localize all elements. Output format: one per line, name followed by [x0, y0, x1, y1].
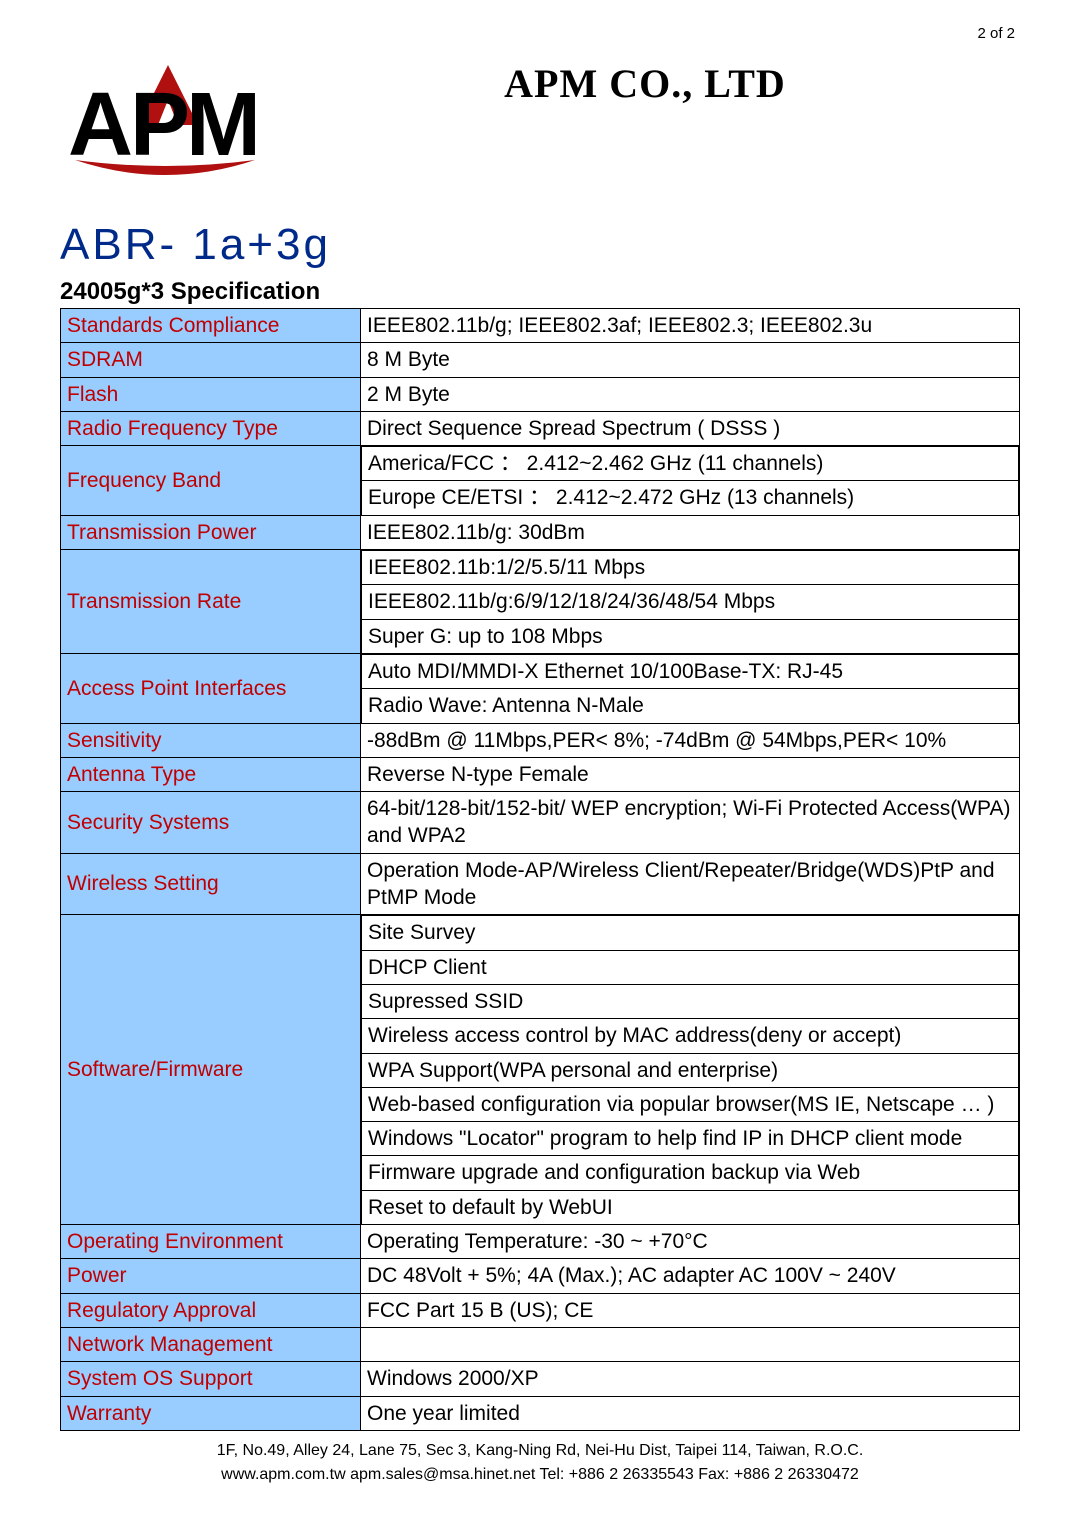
spec-value: Direct Sequence Spread Spectrum ( DSSS )	[361, 411, 1020, 445]
spec-label: Radio Frequency Type	[61, 411, 361, 445]
table-row: Standards ComplianceIEEE802.11b/g; IEEE8…	[61, 309, 1020, 343]
table-row: Access Point InterfacesAuto MDI/MMDI-X E…	[61, 653, 1020, 723]
spec-label: Warranty	[61, 1396, 361, 1430]
table-row: Transmission PowerIEEE802.11b/g: 30dBm	[61, 515, 1020, 549]
table-row: PowerDC 48Volt + 5%; 4A (Max.); AC adapt…	[61, 1259, 1020, 1293]
table-row: Radio Frequency TypeDirect Sequence Spre…	[61, 411, 1020, 445]
spec-value: -88dBm @ 11Mbps,PER< 8%; -74dBm @ 54Mbps…	[361, 723, 1020, 757]
spec-value: Reverse N-type Female	[361, 757, 1020, 791]
table-row: Frequency BandAmerica/FCC ： 2.412~2.462 …	[61, 446, 1020, 516]
table-row: Operating EnvironmentOperating Temperatu…	[61, 1225, 1020, 1259]
spec-label: Antenna Type	[61, 757, 361, 791]
svg-text:A: A	[68, 75, 131, 175]
spec-label: Transmission Power	[61, 515, 361, 549]
table-row: Software/FirmwareSite SurveyDHCP ClientS…	[61, 915, 1020, 1225]
spec-value-line: Firmware upgrade and configuration backu…	[362, 1156, 1019, 1190]
table-row: Sensitivity-88dBm @ 11Mbps,PER< 8%; -74d…	[61, 723, 1020, 757]
spec-value-line: Reset to default by WebUI	[362, 1190, 1019, 1224]
spec-value: Windows 2000/XP	[361, 1362, 1020, 1396]
section-title: 24005g*3 Specification	[60, 278, 1020, 306]
spec-value-line: WPA Support(WPA personal and enterprise)	[362, 1053, 1019, 1087]
spec-label: Network Management	[61, 1327, 361, 1361]
spec-value: FCC Part 15 B (US); CE	[361, 1293, 1020, 1327]
spec-value: IEEE802.11b/g; IEEE802.3af; IEEE802.3; I…	[361, 309, 1020, 343]
spec-value: IEEE802.11b/g: 30dBm	[361, 515, 1020, 549]
spec-value-line: Super G: up to 108 Mbps	[362, 619, 1019, 653]
spec-value: Site SurveyDHCP ClientSupressed SSIDWire…	[361, 915, 1020, 1225]
table-row: Wireless SettingOperation Mode-AP/Wirele…	[61, 853, 1020, 915]
spec-value-line: Auto MDI/MMDI-X Ethernet 10/100Base-TX: …	[362, 654, 1019, 688]
spec-value-line: America/FCC ： 2.412~2.462 GHz (11 channe…	[362, 447, 1019, 481]
spec-label: Access Point Interfaces	[61, 653, 361, 723]
spec-value-line: Radio Wave: Antenna N-Male	[362, 689, 1019, 723]
table-row: Flash2 M Byte	[61, 377, 1020, 411]
spec-value-line: IEEE802.11b/g:6/9/12/18/24/36/48/54 Mbps	[362, 585, 1019, 619]
footer-address: 1F, No.49, Alley 24, Lane 75, Sec 3, Kan…	[0, 1439, 1080, 1463]
spec-value-line: Supressed SSID	[362, 984, 1019, 1018]
table-row: Antenna TypeReverse N-type Female	[61, 757, 1020, 791]
spec-value-line: IEEE802.11b:1/2/5.5/11 Mbps	[362, 551, 1019, 585]
spec-value-line: Europe CE/ETSI ： 2.412~2.472 GHz (13 cha…	[362, 481, 1019, 515]
svg-text:M: M	[186, 75, 261, 175]
company-name: APM CO., LTD	[270, 50, 1020, 107]
spec-value	[361, 1327, 1020, 1361]
spec-label: Security Systems	[61, 792, 361, 854]
spec-value: IEEE802.11b:1/2/5.5/11 MbpsIEEE802.11b/g…	[361, 550, 1020, 654]
spec-value-line: Web-based configuration via popular brow…	[362, 1087, 1019, 1121]
table-row: Transmission RateIEEE802.11b:1/2/5.5/11 …	[61, 550, 1020, 654]
table-row: Regulatory ApprovalFCC Part 15 B (US); C…	[61, 1293, 1020, 1327]
spec-value-line: Windows "Locator" program to help find I…	[362, 1122, 1019, 1156]
header: A P M APM CO., LTD	[60, 50, 1020, 185]
spec-value: Operating Temperature: -30 ~ +70°C	[361, 1225, 1020, 1259]
svg-text:P: P	[130, 75, 187, 175]
spec-label: SDRAM	[61, 343, 361, 377]
page-number: 2 of 2	[977, 25, 1015, 42]
spec-value: 8 M Byte	[361, 343, 1020, 377]
spec-label: Power	[61, 1259, 361, 1293]
table-row: SDRAM8 M Byte	[61, 343, 1020, 377]
spec-value-line: Wireless access control by MAC address(d…	[362, 1019, 1019, 1053]
table-row: Security Systems64-bit/128-bit/152-bit/ …	[61, 792, 1020, 854]
spec-label: System OS Support	[61, 1362, 361, 1396]
footer-contact: www.apm.com.tw apm.sales@msa.hinet.net T…	[0, 1463, 1080, 1487]
company-logo: A P M	[60, 50, 270, 185]
spec-value: One year limited	[361, 1396, 1020, 1430]
spec-value: America/FCC ： 2.412~2.462 GHz (11 channe…	[361, 446, 1020, 516]
table-row: System OS SupportWindows 2000/XP	[61, 1362, 1020, 1396]
spec-label: Sensitivity	[61, 723, 361, 757]
table-row: WarrantyOne year limited	[61, 1396, 1020, 1430]
spec-value-line: DHCP Client	[362, 950, 1019, 984]
spec-value: 2 M Byte	[361, 377, 1020, 411]
spec-label: Operating Environment	[61, 1225, 361, 1259]
spec-label: Wireless Setting	[61, 853, 361, 915]
spec-label: Standards Compliance	[61, 309, 361, 343]
footer: 1F, No.49, Alley 24, Lane 75, Sec 3, Kan…	[0, 1439, 1080, 1487]
spec-value-line: Site Survey	[362, 916, 1019, 950]
spec-value: Auto MDI/MMDI-X Ethernet 10/100Base-TX: …	[361, 653, 1020, 723]
spec-value: Operation Mode-AP/Wireless Client/Repeat…	[361, 853, 1020, 915]
spec-label: Flash	[61, 377, 361, 411]
spec-label: Transmission Rate	[61, 550, 361, 654]
spec-label: Software/Firmware	[61, 915, 361, 1225]
model-number: ABR- 1a+3g	[60, 220, 1020, 270]
spec-label: Frequency Band	[61, 446, 361, 516]
spec-value: DC 48Volt + 5%; 4A (Max.); AC adapter AC…	[361, 1259, 1020, 1293]
table-row: Network Management	[61, 1327, 1020, 1361]
spec-value: 64-bit/128-bit/152-bit/ WEP encryption; …	[361, 792, 1020, 854]
spec-label: Regulatory Approval	[61, 1293, 361, 1327]
specification-table: Standards ComplianceIEEE802.11b/g; IEEE8…	[60, 308, 1020, 1431]
